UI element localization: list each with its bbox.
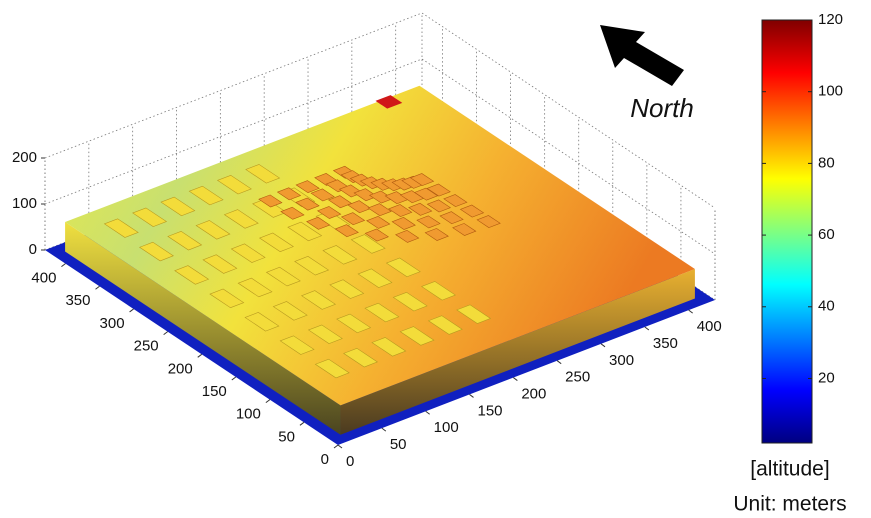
colorbar-tick-label: 60	[818, 226, 835, 243]
z-tick-label: 0	[29, 241, 37, 258]
x-tick	[338, 445, 342, 448]
north-label: North	[630, 93, 694, 123]
x-tick-label: 100	[434, 419, 459, 436]
y-tick-label: 250	[134, 338, 159, 355]
y-tick	[232, 377, 236, 380]
y-tick	[130, 309, 134, 312]
y-tick-label: 300	[100, 315, 125, 332]
y-tick-label: 400	[31, 270, 56, 287]
y-tick-label: 50	[278, 428, 295, 445]
y-tick	[96, 286, 100, 289]
y-tick-label: 200	[168, 360, 193, 377]
x-tick-label: 250	[565, 369, 590, 386]
y-tick	[198, 354, 202, 357]
x-tick-label: 300	[609, 352, 634, 369]
x-tick	[382, 428, 386, 431]
x-tick-label: 150	[478, 402, 503, 419]
x-tick	[689, 310, 693, 313]
x-tick-label: 50	[390, 436, 407, 453]
y-tick-label: 150	[202, 383, 227, 400]
z-tick-label: 100	[12, 195, 37, 212]
colorbar-tick-label: 100	[818, 83, 843, 100]
x-tick	[426, 411, 430, 414]
x-tick	[601, 344, 605, 347]
x-tick-label: 350	[653, 335, 678, 352]
colorbar-tick-label: 20	[818, 369, 835, 386]
y-tick	[164, 332, 168, 335]
y-tick-label: 350	[65, 292, 90, 309]
y-tick-label: 0	[321, 451, 329, 468]
chart: 0501001502002503003504000501001502002503…	[0, 0, 871, 518]
x-tick	[513, 378, 517, 381]
x-tick	[557, 361, 561, 364]
colorbar-tick-label: 120	[818, 11, 843, 28]
y-tick	[266, 400, 270, 403]
arrow-shape	[600, 25, 684, 86]
colorbar	[762, 20, 812, 443]
y-tick	[61, 264, 65, 267]
north-arrow	[600, 25, 684, 86]
z-tick-label: 200	[12, 149, 37, 166]
x-tick-label: 0	[346, 453, 354, 470]
y-tick-label: 100	[236, 406, 261, 423]
x-tick-label: 200	[521, 386, 546, 403]
x-tick	[470, 394, 474, 397]
y-tick	[300, 422, 304, 425]
y-tick	[334, 445, 338, 448]
colorbar-label: [altitude]	[750, 458, 829, 481]
unit-label: Unit: meters	[733, 493, 846, 516]
colorbar-tick-label: 40	[818, 298, 835, 315]
x-tick	[645, 327, 649, 330]
x-tick-label: 400	[697, 318, 722, 335]
colorbar-tick-label: 80	[818, 154, 835, 171]
